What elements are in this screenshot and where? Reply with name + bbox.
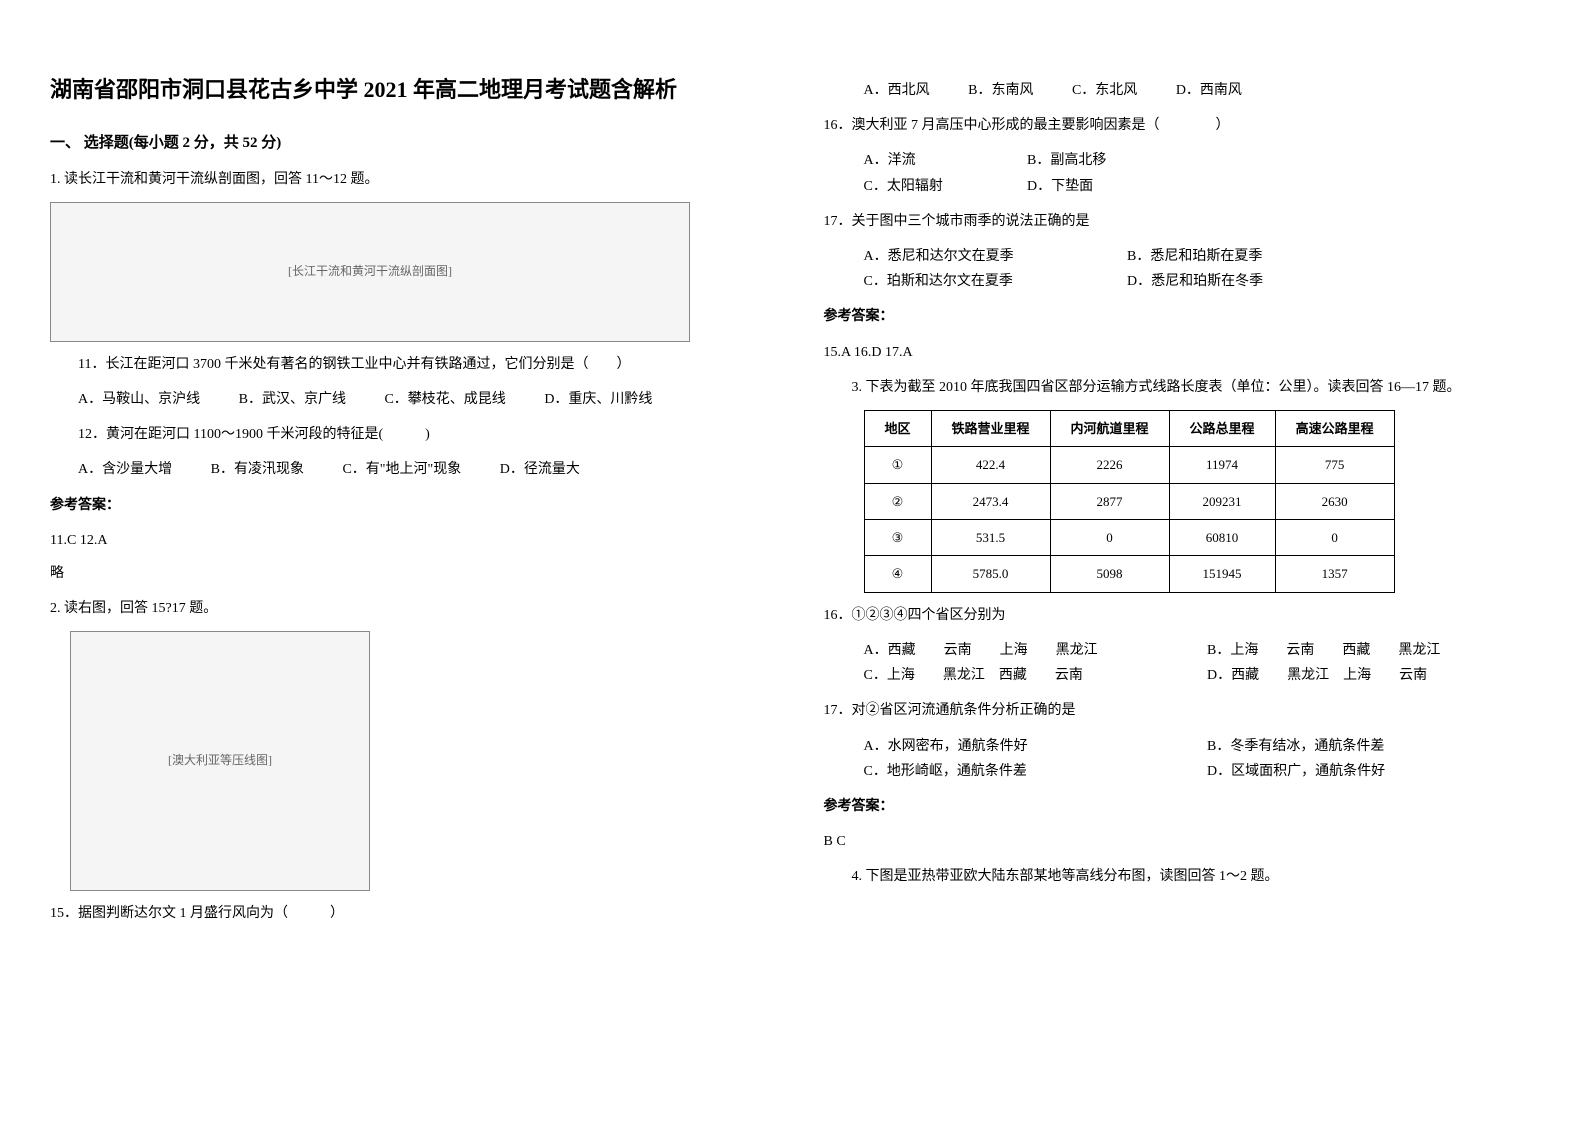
q15-opt-c: C．东北风 <box>1072 78 1137 103</box>
cell-r4c2: 5785.0 <box>931 556 1050 592</box>
cell-r1c5: 775 <box>1275 447 1394 483</box>
table-row: ④ 5785.0 5098 151945 1357 <box>864 556 1394 592</box>
q17-stem: 17．关于图中三个城市雨季的说法正确的是 <box>824 209 1538 234</box>
q16-options: A．洋流 B．副高北移 C．太阳辐射 D．下垫面 <box>864 148 1538 198</box>
table-row: ① 422.4 2226 11974 775 <box>864 447 1394 483</box>
q16-opt-d: D．下垫面 <box>1027 179 1093 194</box>
th-highway: 高速公路里程 <box>1275 410 1394 446</box>
q17-opt-b: B．悉尼和珀斯在夏季 <box>1127 249 1262 264</box>
q16-opt-c: C．太阳辐射 <box>864 174 1024 199</box>
q3-answer-label: 参考答案： <box>824 794 1538 819</box>
q12-opt-b: B．有凌汛现象 <box>211 457 304 482</box>
q15-opt-a: A．西北风 <box>864 78 930 103</box>
q16b-opt-a: A．西藏 云南 上海 黑龙江 <box>864 638 1204 663</box>
q15-stem: 15．据图判断达尔文 1 月盛行风向为（ ） <box>50 901 764 926</box>
cell-r1c2: 422.4 <box>931 447 1050 483</box>
cell-r1c4: 11974 <box>1169 447 1275 483</box>
q16-opt-b: B．副高北移 <box>1027 153 1106 168</box>
q11-options: A．马鞍山、京沪线 B．武汉、京广线 C．攀枝花、成昆线 D．重庆、川黔线 <box>78 387 764 412</box>
q16b-options: A．西藏 云南 上海 黑龙江 B．上海 云南 西藏 黑龙江 C．上海 黑龙江 西… <box>864 638 1538 688</box>
q2-answer: 15.A 16.D 17.A <box>824 340 1538 365</box>
cell-r2c2: 2473.4 <box>931 483 1050 519</box>
q17b-opt-c: C．地形崎岖，通航条件差 <box>864 759 1204 784</box>
q17-opt-a: A．悉尼和达尔文在夏季 <box>864 244 1124 269</box>
table-row: ③ 531.5 0 60810 0 <box>864 520 1394 556</box>
cell-r1c1: ① <box>864 447 931 483</box>
q17b-options: A．水网密布，通航条件好 B．冬季有结冰，通航条件差 C．地形崎岖，通航条件差 … <box>864 734 1538 784</box>
q16b-opt-c: C．上海 黑龙江 西藏 云南 <box>864 663 1204 688</box>
q12-opt-a: A．含沙量大增 <box>78 457 172 482</box>
section-1-title: 一、 选择题(每小题 2 分，共 52 分) <box>50 130 764 157</box>
cell-r4c5: 1357 <box>1275 556 1394 592</box>
q17-opt-d: D．悉尼和珀斯在冬季 <box>1127 274 1263 289</box>
cell-r1c3: 2226 <box>1050 447 1169 483</box>
q1-answer: 11.C 12.A <box>50 528 764 553</box>
q15-options: A．西北风 B．东南风 C．东北风 D．西南风 <box>864 78 1538 103</box>
q3-stem: 3. 下表为截至 2010 年底我国四省区部分运输方式线路长度表（单位：公里）。… <box>852 375 1538 400</box>
th-river: 内河航道里程 <box>1050 410 1169 446</box>
q16b-stem: 16．①②③④四个省区分别为 <box>824 603 1538 628</box>
transport-table: 地区 铁路营业里程 内河航道里程 公路总里程 高速公路里程 ① 422.4 22… <box>864 410 1395 593</box>
profile-image: [长江干流和黄河干流纵剖面图] <box>50 202 690 342</box>
q11-opt-d: D．重庆、川黔线 <box>544 387 652 412</box>
q17b-opt-b: B．冬季有结冰，通航条件差 <box>1207 739 1384 754</box>
australia-map-image: [澳大利亚等压线图] <box>70 631 370 891</box>
cell-r3c2: 531.5 <box>931 520 1050 556</box>
q16-stem: 16．澳大利亚 7 月高压中心形成的最主要影响因素是（ ） <box>824 113 1538 138</box>
q11-opt-c: C．攀枝花、成昆线 <box>384 387 505 412</box>
q17b-opt-d: D．区域面积广，通航条件好 <box>1207 764 1385 779</box>
q15-opt-d: D．西南风 <box>1176 78 1242 103</box>
cell-r2c1: ② <box>864 483 931 519</box>
q16b-opt-b: B．上海 云南 西藏 黑龙江 <box>1207 643 1440 658</box>
q1-answer-label: 参考答案： <box>50 493 764 518</box>
th-region: 地区 <box>864 410 931 446</box>
q3-answer: B C <box>824 829 1538 854</box>
q1-answer-note: 略 <box>50 561 764 586</box>
q17b-opt-a: A．水网密布，通航条件好 <box>864 734 1204 759</box>
cell-r2c3: 2877 <box>1050 483 1169 519</box>
q4-stem: 4. 下图是亚热带亚欧大陆东部某地等高线分布图，读图回答 1～2 题。 <box>852 864 1538 889</box>
q12-opt-c: C．有"地上河"现象 <box>342 457 461 482</box>
th-rail: 铁路营业里程 <box>931 410 1050 446</box>
q11-opt-b: B．武汉、京广线 <box>239 387 346 412</box>
cell-r4c1: ④ <box>864 556 931 592</box>
q2-answer-label: 参考答案： <box>824 304 1538 329</box>
th-road: 公路总里程 <box>1169 410 1275 446</box>
cell-r2c5: 2630 <box>1275 483 1394 519</box>
page-title: 湖南省邵阳市洞口县花古乡中学 2021 年高二地理月考试题含解析 <box>50 70 764 110</box>
q16-opt-a: A．洋流 <box>864 148 1024 173</box>
cell-r4c3: 5098 <box>1050 556 1169 592</box>
q17b-stem: 17．对②省区河流通航条件分析正确的是 <box>824 698 1538 723</box>
cell-r3c5: 0 <box>1275 520 1394 556</box>
q2-stem: 2. 读右图，回答 15?17 题。 <box>50 596 764 621</box>
cell-r2c4: 209231 <box>1169 483 1275 519</box>
q16b-opt-d: D．西藏 黑龙江 上海 云南 <box>1207 668 1427 683</box>
cell-r4c4: 151945 <box>1169 556 1275 592</box>
q1-stem: 1. 读长江干流和黄河干流纵剖面图，回答 11～12 题。 <box>50 167 764 192</box>
cell-r3c4: 60810 <box>1169 520 1275 556</box>
q15-opt-b: B．东南风 <box>968 78 1033 103</box>
q17-options: A．悉尼和达尔文在夏季 B．悉尼和珀斯在夏季 C．珀斯和达尔文在夏季 D．悉尼和… <box>864 244 1538 294</box>
q12-opt-d: D．径流量大 <box>500 457 580 482</box>
q11-opt-a: A．马鞍山、京沪线 <box>78 387 200 412</box>
q17-opt-c: C．珀斯和达尔文在夏季 <box>864 269 1124 294</box>
cell-r3c1: ③ <box>864 520 931 556</box>
cell-r3c3: 0 <box>1050 520 1169 556</box>
q11-stem: 11．长江在距河口 3700 千米处有著名的钢铁工业中心并有铁路通过，它们分别是… <box>78 352 764 377</box>
q12-stem: 12．黄河在距河口 1100～1900 千米河段的特征是( ) <box>78 422 764 447</box>
table-row: ② 2473.4 2877 209231 2630 <box>864 483 1394 519</box>
q12-options: A．含沙量大增 B．有凌汛现象 C．有"地上河"现象 D．径流量大 <box>78 457 764 482</box>
